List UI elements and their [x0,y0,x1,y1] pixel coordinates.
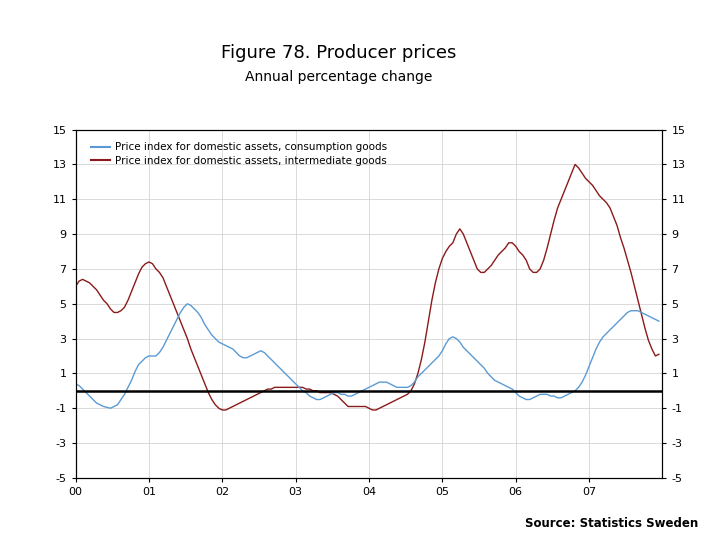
Legend: Price index for domestic assets, consumption goods, Price index for domestic ass: Price index for domestic assets, consump… [86,138,391,170]
Text: RIKSBANK: RIKSBANK [647,51,678,56]
Text: Annual percentage change: Annual percentage change [245,70,432,84]
Text: Source: Statistics Sweden: Source: Statistics Sweden [525,517,698,530]
Text: Figure 78. Producer prices: Figure 78. Producer prices [221,44,456,62]
Text: SVERIGES: SVERIGES [647,37,678,42]
